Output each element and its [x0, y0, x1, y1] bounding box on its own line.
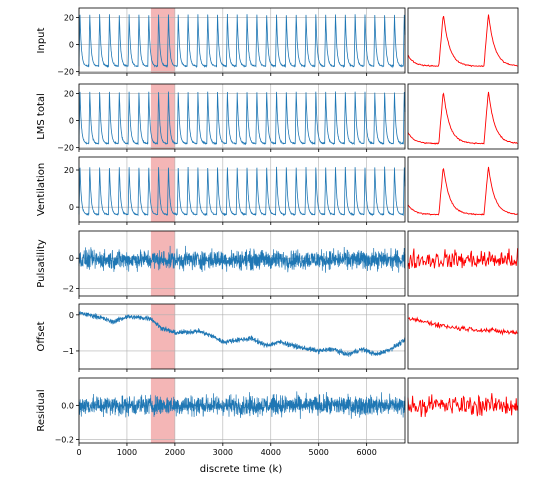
- zoom-axes-frame: [407, 303, 519, 370]
- zoom-series-line: [407, 393, 519, 418]
- zoom-axes-frame: [407, 83, 519, 150]
- panel-residual: −0.2 0.0 Residual 0 1000 2000 3000 4000 5000 6000: [36, 377, 519, 457]
- main-series-line: [78, 166, 406, 217]
- y-tick-label: −0.2: [55, 436, 74, 445]
- main-axes-frame: [78, 156, 406, 223]
- y-axis-label: Pulsatility: [36, 239, 47, 287]
- y-tick-label: 20: [64, 13, 74, 22]
- main-series-line: [78, 245, 406, 273]
- y-tick-label: −20: [57, 144, 74, 153]
- y-tick-label: 0: [69, 41, 74, 50]
- x-tick-label: 1000: [117, 448, 137, 457]
- zoom-series-line: [407, 91, 518, 145]
- x-axis-label: discrete time (k): [200, 464, 283, 475]
- zoom-series-line: [407, 248, 519, 270]
- y-tick-label: 0: [69, 203, 74, 212]
- highlight-band: [150, 304, 175, 369]
- y-tick-label: 20: [64, 89, 74, 98]
- panel-pulsatility: −2 0 Pulsatility: [36, 230, 519, 299]
- panel-lms-total: −20 0 20 LMS total: [36, 83, 519, 153]
- x-tick-label: 2000: [165, 448, 185, 457]
- y-axis-label: LMS total: [36, 93, 47, 140]
- zoom-series-line: [407, 166, 518, 216]
- y-axis-label: Offset: [36, 321, 47, 351]
- main-series-line: [78, 391, 406, 419]
- y-axis-label: Input: [36, 27, 47, 53]
- main-series-line: [78, 13, 406, 69]
- main-axes-frame: [78, 7, 406, 74]
- main-axes-frame: [78, 377, 406, 444]
- y-tick-label: 0: [69, 117, 74, 126]
- y-axis-label: Ventilation: [36, 163, 47, 216]
- x-tick-label: 3000: [213, 448, 233, 457]
- zoom-series-line: [408, 316, 518, 336]
- y-tick-label: 0: [69, 254, 74, 263]
- panel-offset: −1 0 Offset: [36, 303, 519, 372]
- x-tick-label: 6000: [356, 448, 376, 457]
- zoom-axes-frame: [407, 156, 519, 223]
- zoom-axes-frame: [407, 377, 519, 444]
- y-tick-label: 0.0: [61, 401, 74, 410]
- y-tick-label: 20: [64, 166, 74, 175]
- y-tick-label: −1: [62, 347, 74, 356]
- x-tick-label: 4000: [261, 448, 281, 457]
- panel-input: −20 0 20 Input: [36, 7, 519, 77]
- x-tick-label: 5000: [309, 448, 329, 457]
- y-axis-label: Residual: [36, 389, 47, 431]
- zoom-series-line: [407, 14, 518, 68]
- y-tick-label: −2: [62, 284, 74, 293]
- x-tick-label: 0: [76, 448, 81, 457]
- main-series-line: [78, 91, 406, 146]
- zoom-axes-frame: [407, 230, 519, 297]
- main-axes-frame: [78, 83, 406, 150]
- panel-ventilation: 0 20 Ventilation: [36, 156, 519, 225]
- main-axes-frame: [78, 230, 406, 297]
- zoom-axes-frame: [407, 7, 519, 74]
- main-series-line: [78, 311, 406, 357]
- y-tick-label: 0: [69, 311, 74, 320]
- main-axes-frame: [78, 303, 406, 370]
- y-tick-label: −20: [57, 68, 74, 77]
